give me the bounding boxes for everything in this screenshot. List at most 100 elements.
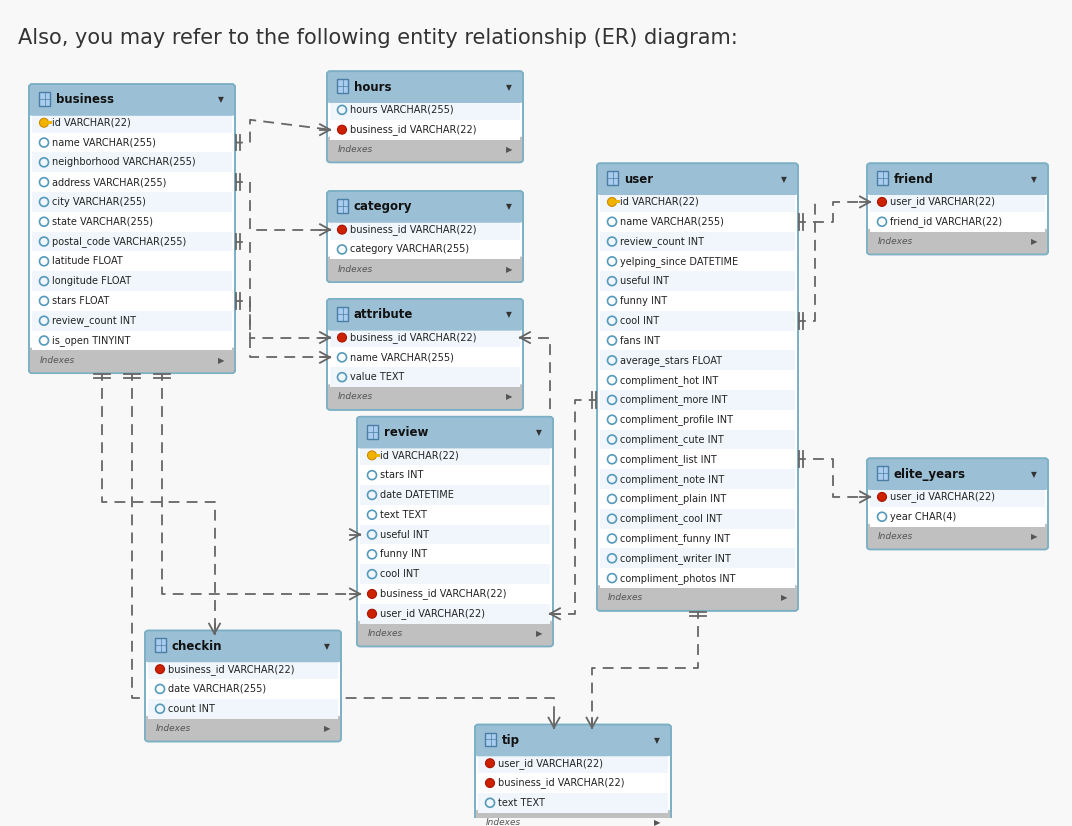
Bar <box>330 315 520 328</box>
Circle shape <box>486 759 494 767</box>
FancyBboxPatch shape <box>475 809 671 826</box>
Bar <box>330 240 520 259</box>
Text: business_id VARCHAR(22): business_id VARCHAR(22) <box>498 777 625 789</box>
Bar <box>870 507 1045 527</box>
Bar <box>600 291 795 311</box>
Bar <box>485 733 496 747</box>
Bar <box>360 465 550 485</box>
Text: name VARCHAR(255): name VARCHAR(255) <box>620 216 724 226</box>
Text: latitude FLOAT: latitude FLOAT <box>53 256 123 266</box>
Circle shape <box>338 126 346 134</box>
Text: compliment_list INT: compliment_list INT <box>620 453 717 465</box>
Text: compliment_note INT: compliment_note INT <box>620 473 725 485</box>
Bar <box>600 311 795 330</box>
Bar <box>360 624 550 643</box>
Text: Also, you may refer to the following entity relationship (ER) diagram:: Also, you may refer to the following ent… <box>18 28 738 48</box>
Bar <box>360 564 550 584</box>
Bar <box>32 291 232 311</box>
Text: date DATETIME: date DATETIME <box>379 490 453 500</box>
Text: compliment_funny INT: compliment_funny INT <box>620 533 730 544</box>
Text: ▼: ▼ <box>536 428 542 437</box>
Text: id VARCHAR(22): id VARCHAR(22) <box>379 450 459 460</box>
Text: ▼: ▼ <box>506 202 512 211</box>
Circle shape <box>878 492 887 501</box>
Bar <box>600 449 795 469</box>
Bar <box>155 638 166 653</box>
Text: ▶: ▶ <box>218 356 224 365</box>
FancyBboxPatch shape <box>327 136 523 163</box>
FancyBboxPatch shape <box>597 164 798 195</box>
Bar <box>32 251 232 271</box>
Bar <box>32 192 232 211</box>
Bar <box>148 679 338 699</box>
Bar <box>600 588 795 608</box>
Bar <box>32 311 232 330</box>
Text: compliment_more INT: compliment_more INT <box>620 395 728 406</box>
Text: hours VARCHAR(255): hours VARCHAR(255) <box>349 105 453 115</box>
Bar <box>600 548 795 568</box>
Bar <box>148 659 338 679</box>
Bar <box>870 192 1045 211</box>
Bar <box>360 525 550 544</box>
Text: Indexes: Indexes <box>338 265 373 273</box>
Bar <box>330 387 520 397</box>
Bar <box>600 390 795 410</box>
Bar <box>600 192 795 211</box>
Text: hours: hours <box>354 81 391 93</box>
Text: address VARCHAR(255): address VARCHAR(255) <box>53 177 166 188</box>
FancyBboxPatch shape <box>327 71 523 103</box>
Circle shape <box>608 197 616 206</box>
FancyBboxPatch shape <box>597 164 798 610</box>
Bar <box>330 348 520 368</box>
Text: business_id VARCHAR(22): business_id VARCHAR(22) <box>349 224 476 235</box>
Circle shape <box>338 225 346 234</box>
Text: is_open TINYINT: is_open TINYINT <box>53 335 131 346</box>
Bar <box>337 307 348 320</box>
Bar <box>330 259 520 279</box>
Bar <box>607 171 617 185</box>
Text: cool INT: cool INT <box>620 316 659 325</box>
Bar <box>478 740 668 753</box>
Text: ▼: ▼ <box>654 736 660 745</box>
Text: year CHAR(4): year CHAR(4) <box>890 512 956 522</box>
Text: name VARCHAR(255): name VARCHAR(255) <box>53 138 155 148</box>
Text: stars INT: stars INT <box>379 470 423 480</box>
FancyBboxPatch shape <box>327 384 523 410</box>
Bar <box>337 79 348 93</box>
Bar <box>330 140 520 159</box>
FancyBboxPatch shape <box>867 164 1048 254</box>
Text: compliment_photos INT: compliment_photos INT <box>620 572 735 583</box>
Text: compliment_writer INT: compliment_writer INT <box>620 553 731 564</box>
Bar <box>330 206 520 220</box>
Text: business: business <box>56 93 114 107</box>
Text: ▶: ▶ <box>780 593 787 602</box>
FancyBboxPatch shape <box>29 84 235 373</box>
FancyBboxPatch shape <box>867 458 1048 490</box>
Text: average_stars FLOAT: average_stars FLOAT <box>620 355 723 366</box>
Bar <box>870 231 1045 251</box>
Bar <box>360 433 550 445</box>
Text: date VARCHAR(255): date VARCHAR(255) <box>168 684 266 694</box>
Bar <box>360 445 550 465</box>
Text: count INT: count INT <box>168 704 214 714</box>
Text: funny INT: funny INT <box>620 296 667 306</box>
Text: compliment_cool INT: compliment_cool INT <box>620 513 723 525</box>
Text: friend_id VARCHAR(22): friend_id VARCHAR(22) <box>890 216 1002 227</box>
Bar <box>148 647 338 659</box>
Bar <box>360 584 550 604</box>
Bar <box>877 466 888 480</box>
Bar <box>32 271 232 291</box>
Bar <box>600 179 795 192</box>
Bar <box>600 489 795 509</box>
Text: longitude FLOAT: longitude FLOAT <box>53 276 131 286</box>
FancyBboxPatch shape <box>327 299 523 330</box>
Text: fans INT: fans INT <box>620 335 660 345</box>
Text: business_id VARCHAR(22): business_id VARCHAR(22) <box>349 332 476 343</box>
Bar <box>148 719 338 729</box>
Text: review: review <box>384 426 429 439</box>
Circle shape <box>338 333 346 342</box>
Text: text TEXT: text TEXT <box>379 510 427 520</box>
Bar <box>330 120 520 140</box>
Bar <box>600 330 795 350</box>
Bar <box>870 179 1045 192</box>
